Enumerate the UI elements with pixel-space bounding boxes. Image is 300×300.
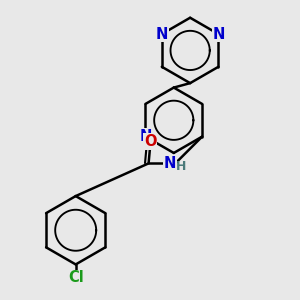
Text: N: N	[156, 27, 168, 42]
Text: N: N	[164, 156, 176, 171]
Text: O: O	[144, 134, 156, 149]
Text: H: H	[176, 160, 186, 173]
Text: N: N	[139, 129, 152, 144]
Text: N: N	[212, 27, 225, 42]
Text: Cl: Cl	[68, 270, 84, 285]
